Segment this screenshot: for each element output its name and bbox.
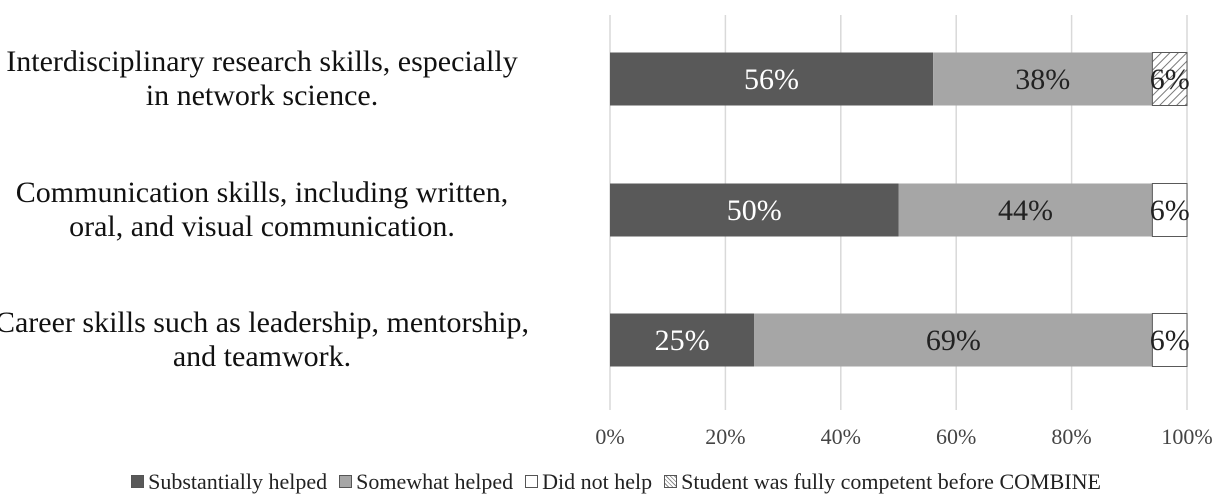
category-label-line: Communication skills, including written, bbox=[15, 176, 509, 209]
category-label-line: Career skills such as leadership, mentor… bbox=[0, 306, 530, 339]
category-label-line: oral, and visual communication. bbox=[69, 210, 455, 243]
data-label: 6% bbox=[1150, 63, 1190, 96]
data-label: 50% bbox=[727, 194, 782, 227]
bar-segment bbox=[933, 52, 1153, 106]
bar-segment bbox=[610, 183, 899, 237]
x-axis-ticks: 0% 20% 40% 60% 80% 100% bbox=[595, 424, 1212, 449]
data-label: 69% bbox=[926, 324, 981, 357]
x-tick-label: 40% bbox=[821, 424, 861, 449]
legend-swatch bbox=[131, 475, 145, 488]
x-tick-label: 60% bbox=[936, 424, 976, 449]
data-label: 38% bbox=[1015, 63, 1070, 96]
bar-segment bbox=[1151, 313, 1188, 367]
legend-item: Substantially helped bbox=[131, 469, 327, 495]
data-label: 56% bbox=[744, 63, 799, 96]
data-label: 6% bbox=[1150, 324, 1190, 357]
category-label: Interdisciplinary research skills, espec… bbox=[0, 45, 582, 113]
legend-label: Student was fully competent before COMBI… bbox=[681, 468, 1101, 494]
category-label-line: and teamwork. bbox=[172, 340, 352, 373]
legend-label: Did not help bbox=[542, 468, 653, 494]
x-tick-label: 100% bbox=[1161, 424, 1212, 449]
data-label: 25% bbox=[655, 324, 710, 357]
bar-series: 56% 38% 6% 50% 44% 6% 25% 69% 6% bbox=[610, 52, 1190, 367]
legend-item: Somewhat helped bbox=[339, 469, 513, 495]
category-label: Communication skills, including written,… bbox=[0, 176, 582, 244]
legend-swatch bbox=[664, 475, 678, 488]
legend: Substantially helped Somewhat helped Did n… bbox=[0, 468, 1232, 495]
bar-segment bbox=[1151, 183, 1188, 237]
legend-item: Did not help bbox=[525, 469, 652, 495]
data-label: 44% bbox=[998, 194, 1053, 227]
legend-item: Student was fully competent before COMBI… bbox=[664, 469, 1101, 495]
bar-segment bbox=[898, 183, 1153, 237]
data-label: 6% bbox=[1150, 194, 1190, 227]
legend-label: Somewhat helped bbox=[356, 468, 514, 494]
bar-segment bbox=[1151, 52, 1188, 106]
bar-segment bbox=[610, 52, 934, 106]
category-label-line: Interdisciplinary research skills, espec… bbox=[6, 45, 518, 78]
category-label: Career skills such as leadership, mentor… bbox=[0, 306, 582, 374]
legend-label: Substantially helped bbox=[148, 468, 328, 494]
bar-segment bbox=[610, 313, 755, 367]
x-tick-label: 20% bbox=[705, 424, 745, 449]
category-label-line: in network science. bbox=[145, 79, 379, 112]
legend-swatch bbox=[525, 475, 539, 488]
bar-segment bbox=[754, 313, 1153, 367]
x-tick-label: 80% bbox=[1051, 424, 1091, 449]
x-tick-label: 0% bbox=[595, 424, 624, 449]
legend-swatch bbox=[339, 475, 353, 488]
